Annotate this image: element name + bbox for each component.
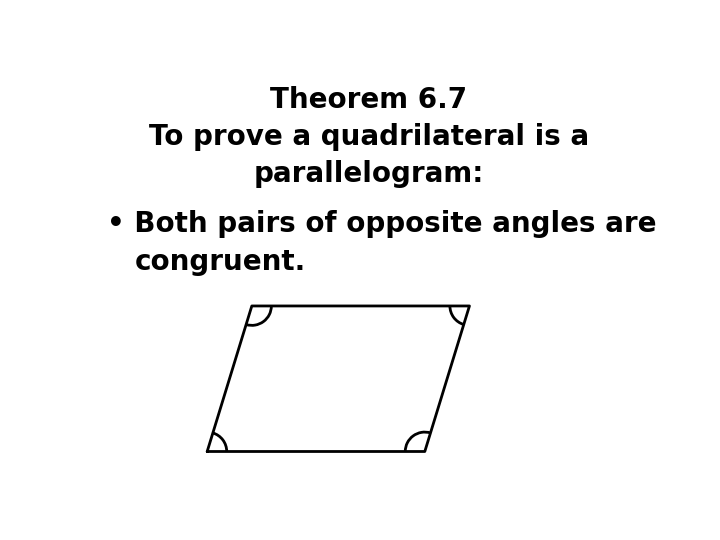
Text: parallelogram:: parallelogram: [254,160,484,188]
Text: Theorem 6.7: Theorem 6.7 [271,85,467,113]
Text: congruent.: congruent. [135,248,306,276]
Text: • Both pairs of opposite angles are: • Both pairs of opposite angles are [107,210,656,238]
Text: To prove a quadrilateral is a: To prove a quadrilateral is a [149,123,589,151]
